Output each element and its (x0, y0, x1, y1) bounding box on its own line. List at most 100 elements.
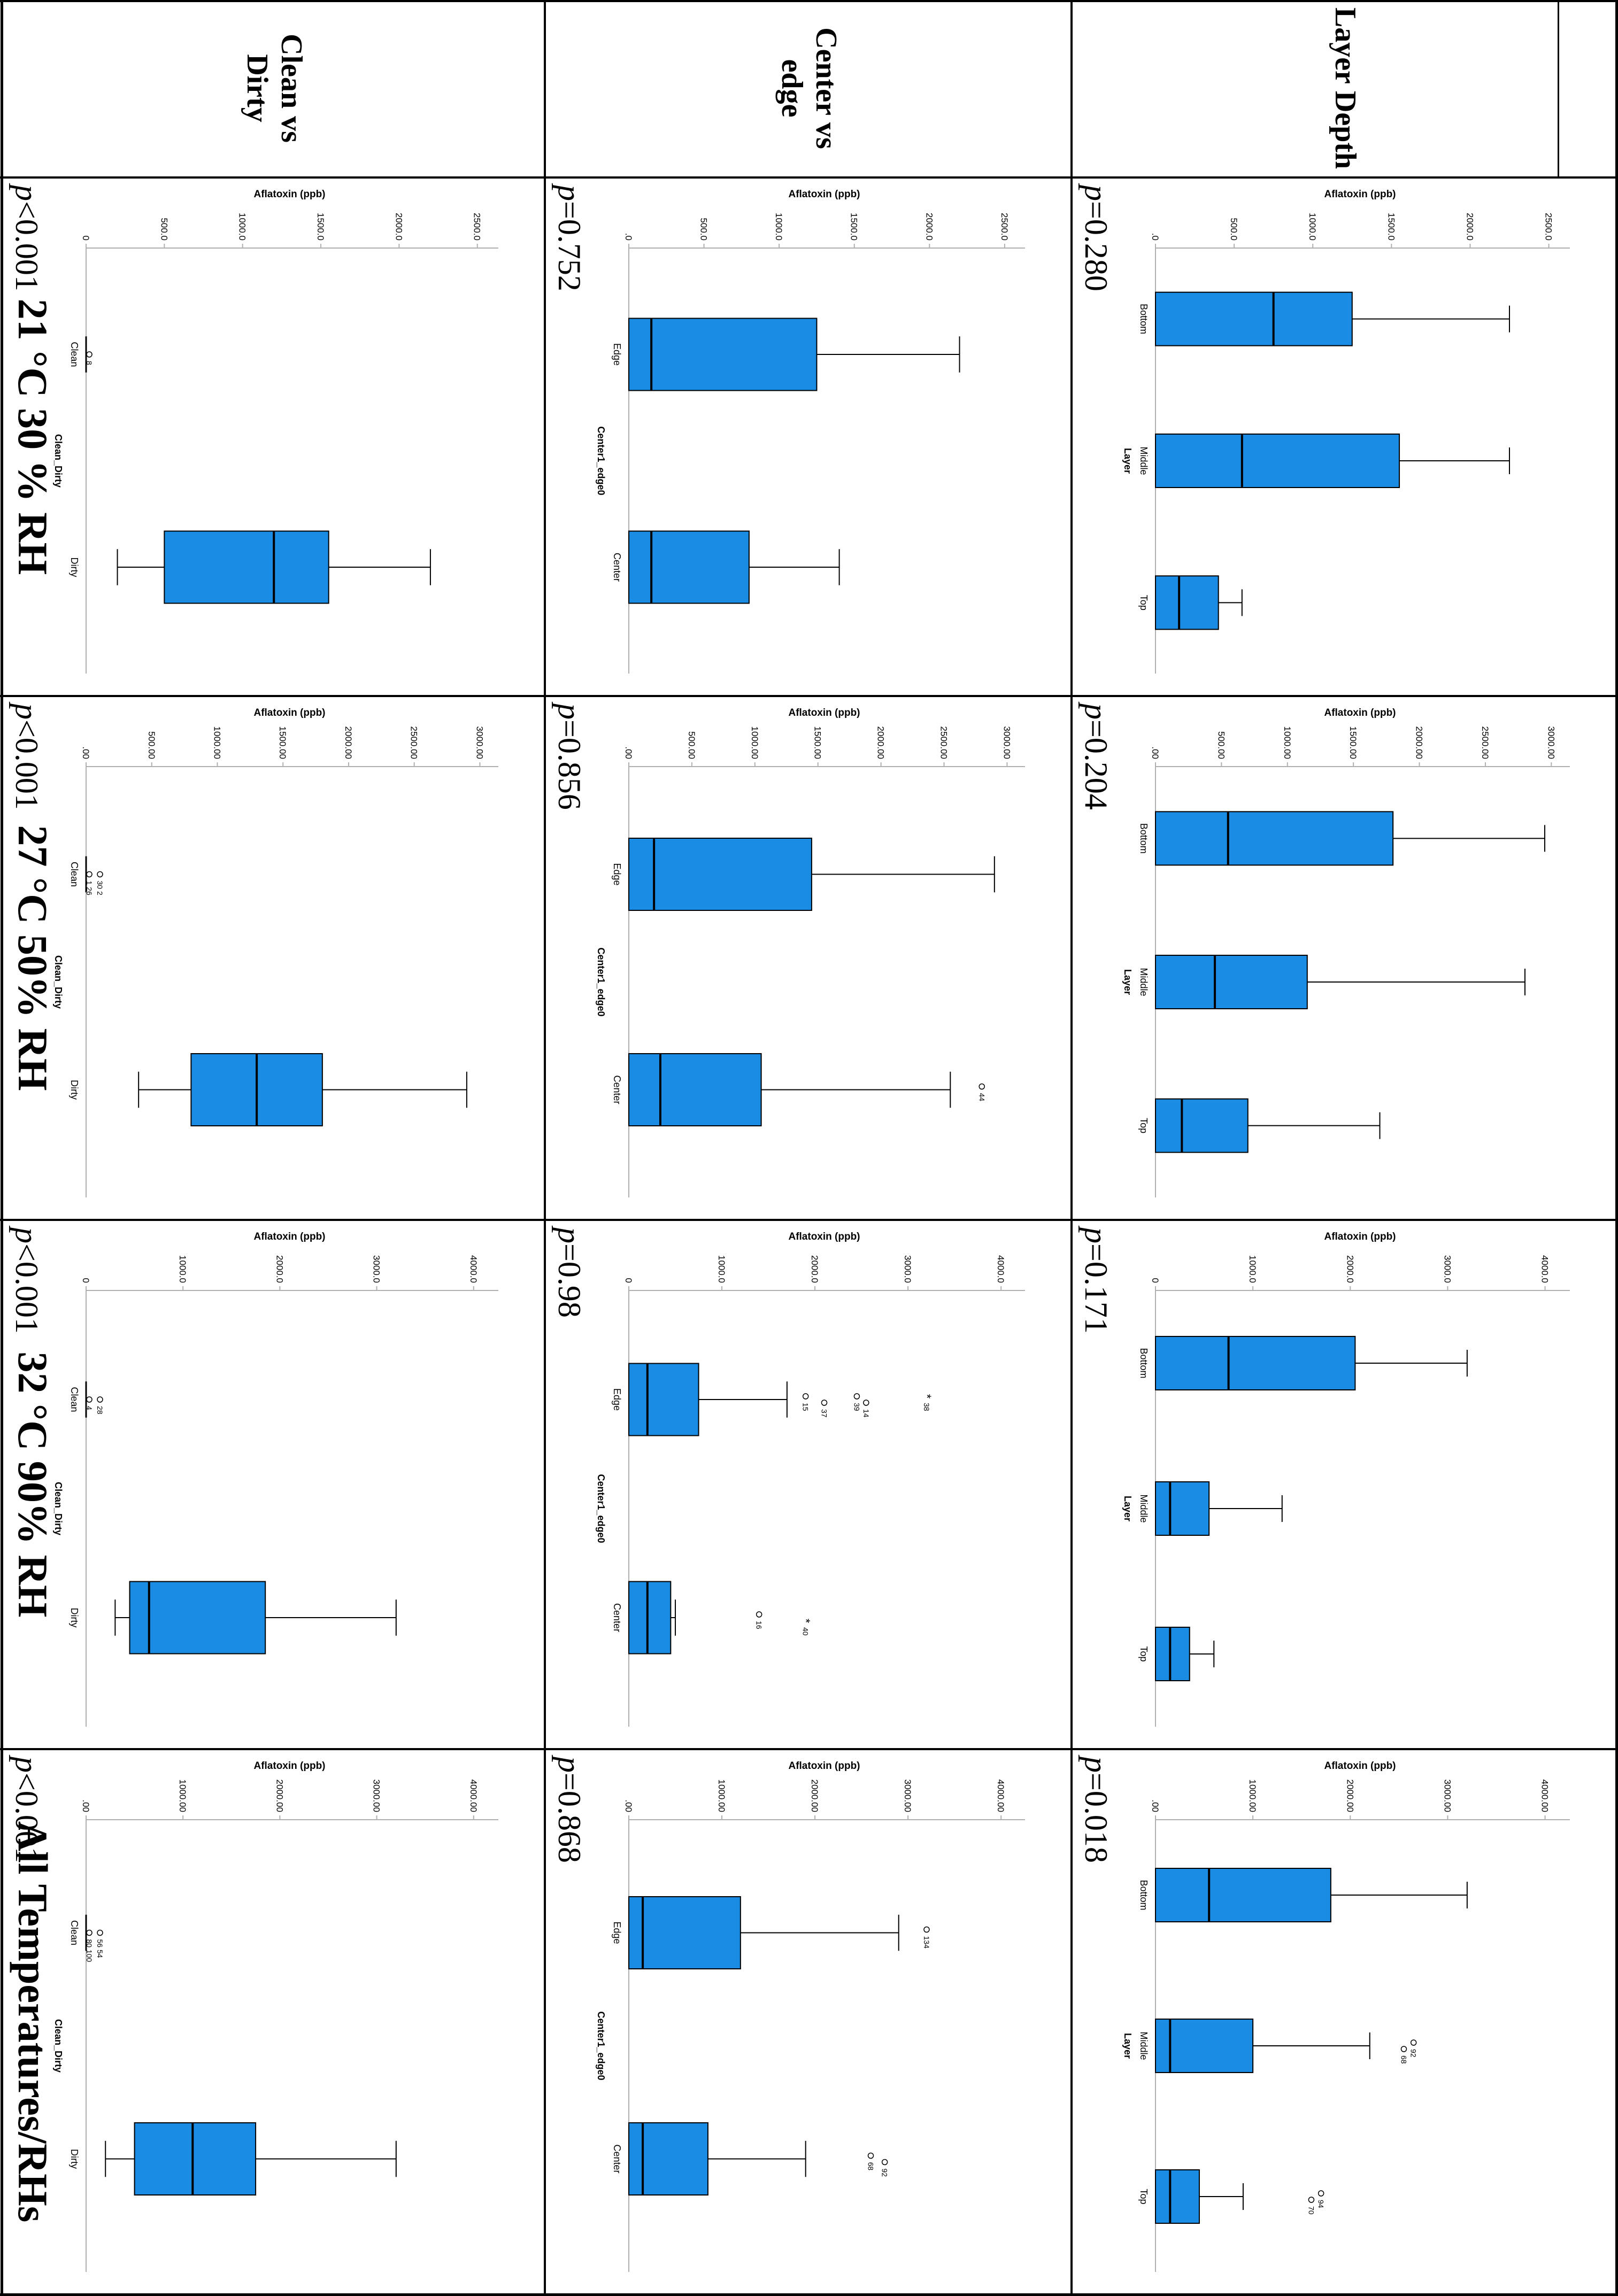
y-tick-label: 1500.0 (1386, 213, 1396, 241)
outlier-point (86, 1929, 93, 1936)
box-iqr (164, 530, 329, 604)
x-category-label: Top (1138, 2189, 1149, 2204)
p-value: <0.001 (9, 720, 44, 810)
outlier-point (853, 1393, 860, 1400)
boxplot-cell: .00 500.00 1000.00 1500.00 2000.00 2500.00 300… (3, 697, 544, 1219)
x-category-label: Edge (612, 1921, 622, 1944)
x-axis-label: Clean_Dirty (53, 434, 64, 488)
y-tick-label: 3000.00 (372, 1780, 382, 1812)
y-tick-label: 2500.00 (409, 726, 419, 759)
outlier-point (86, 351, 93, 358)
y-tick-label: 4000.00 (996, 1780, 1006, 1812)
x-category-label: Center (612, 1603, 622, 1632)
box-iqr (134, 2122, 257, 2195)
y-tick-label: 2000.0 (924, 213, 934, 241)
outlier-label: 16 (755, 1621, 764, 1629)
x-axis-label: Clean_Dirty (53, 955, 64, 1009)
x-category-label: Dirty (69, 1080, 80, 1100)
y-tick-label: .00 (81, 746, 91, 759)
y-axis-label: Aflatoxin (ppb) (788, 707, 860, 718)
outlier-label: 92 (881, 2169, 889, 2177)
outlier-point (978, 1083, 985, 1090)
outlier-label: 30 2 (96, 881, 104, 895)
box-iqr (628, 1896, 741, 1969)
outlier-point (1317, 2190, 1324, 2197)
y-tick-label: 1000.00 (716, 1780, 727, 1812)
outlier-label: 4 (85, 1406, 94, 1410)
p-symbol: p (1078, 704, 1114, 720)
y-tick-label: .00 (1150, 746, 1160, 759)
p-value: =0.856 (552, 720, 587, 810)
y-tick-label: 3000.00 (474, 726, 484, 759)
p-value: =0.98 (552, 1243, 587, 1318)
x-axis-label: Center1_edge0 (596, 2011, 606, 2080)
y-tick-label: 4000.0 (996, 1255, 1006, 1283)
p-symbol: p (552, 185, 587, 201)
box-iqr (628, 1053, 762, 1126)
boxplot-cell: .00 1000.00 2000.00 3000.00 4000.00 Aflatoxin… (3, 1750, 544, 2293)
p-value: <0.001 (9, 201, 44, 291)
x-category-label: Bottom (1138, 1348, 1149, 1378)
p-symbol: p (552, 1757, 587, 1773)
y-tick-label: 1000.00 (212, 726, 222, 759)
box-iqr (628, 1363, 699, 1436)
outlier-point (821, 1400, 828, 1406)
boxplot-svg: .00 1000.00 2000.00 3000.00 4000.00 Aflatoxin… (596, 1760, 1025, 2272)
p-value-label: p<0.001 (8, 704, 45, 810)
p-value: =0.018 (1078, 1773, 1114, 1863)
p-value: =0.752 (552, 201, 587, 291)
outlier-label: 94 (1317, 2200, 1326, 2208)
box-iqr (628, 318, 818, 391)
p-value-label: p=0.868 (551, 1757, 588, 1863)
y-tick-label: 3000.00 (1442, 1780, 1452, 1812)
y-tick-label: 2000.00 (810, 1780, 820, 1812)
table-border-top (1615, 0, 1618, 2296)
p-value-label: p=0.204 (1077, 704, 1114, 810)
boxplot-svg: .00 500.00 1000.00 1500.00 2000.00 2500.00 300… (1122, 707, 1570, 1197)
y-tick-label: .00 (81, 1799, 91, 1812)
p-value-label: p=0.856 (551, 704, 588, 810)
x-category-label: Dirty (69, 558, 80, 577)
p-symbol: p (9, 1227, 44, 1243)
y-tick-label: 1500.0 (849, 213, 859, 241)
outlier-point (86, 1396, 93, 1403)
x-category-label: Bottom (1138, 823, 1149, 854)
y-tick-label: 500.0 (159, 218, 169, 241)
boxplot-cell: .00 500.00 1000.00 1500.00 2000.00 2500.00 300… (1073, 697, 1615, 1219)
box-iqr (1155, 2169, 1200, 2224)
x-category-label: Edge (612, 863, 622, 885)
box-iqr (1155, 434, 1400, 488)
x-category-label: Clean (69, 1920, 80, 1945)
p-value-label: p=0.171 (1077, 1227, 1114, 1334)
y-axis-label: Aflatoxin (ppb) (788, 189, 860, 200)
y-tick-label: 3000.00 (1001, 726, 1012, 759)
boxplot-cell: .00 1000.00 2000.00 3000.00 4000.00 Aflatoxin… (546, 1750, 1070, 2293)
x-category-label: Clean (69, 1387, 80, 1412)
x-axis-label: Layer (1122, 969, 1133, 995)
outlier-point (1400, 2046, 1407, 2052)
y-axis-label: Aflatoxin (ppb) (1324, 707, 1396, 718)
p-value: =0.868 (552, 1773, 587, 1863)
y-tick-label: 0 (1150, 1278, 1160, 1283)
boxplot-svg: .00 500.00 1000.00 1500.00 2000.00 2500.00 300… (53, 707, 498, 1197)
boxplot-svg: .0 500.0 1000.0 1500.0 2000.0 2500.0 Aflatoxin… (1122, 189, 1570, 674)
y-tick-label: 4000.00 (1540, 1780, 1550, 1812)
y-tick-label: 4000.0 (1540, 1255, 1550, 1283)
outlier-point (756, 1611, 762, 1618)
outlier-point (1410, 2039, 1417, 2046)
x-category-label: Dirty (69, 1608, 80, 1628)
y-tick-label: 1000.0 (1307, 213, 1317, 241)
p-symbol: p (9, 1757, 44, 1773)
p-value-label: p<0.001 (8, 185, 45, 291)
y-tick-label: .00 (623, 1799, 634, 1812)
y-tick-label: 2000.00 (1345, 1780, 1355, 1812)
y-tick-label: 0 (81, 236, 91, 241)
outlier-label: 8 (85, 361, 94, 365)
outlier-label: 68 (1399, 2055, 1408, 2064)
box-iqr (1155, 2019, 1254, 2073)
y-tick-label: 500.00 (687, 731, 697, 759)
boxplot-cell: .0 500.0 1000.0 1500.0 2000.0 2500.0 Aflatoxin… (1073, 179, 1615, 695)
outlier-point (97, 1929, 103, 1936)
y-tick-label: 2000.0 (274, 1255, 284, 1283)
boxplot-svg: 0 500.0 1000.0 1500.0 2000.0 2500.0 Aflatoxin … (53, 189, 498, 674)
